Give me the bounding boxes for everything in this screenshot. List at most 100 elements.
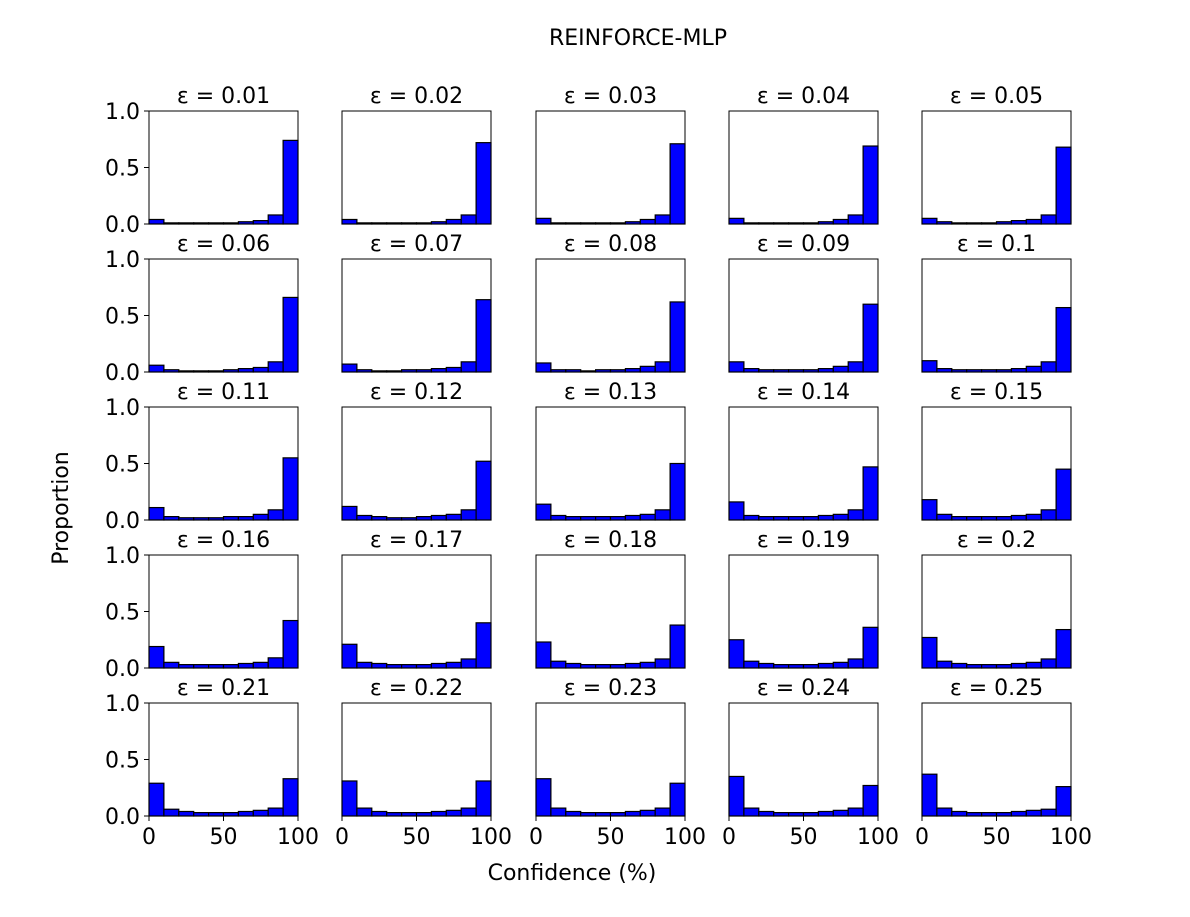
panel: ε = 0.09 [728,232,879,373]
panel-title: ε = 0.03 [564,84,657,109]
histogram-bar [1025,365,1042,373]
histogram-bar [743,514,760,521]
histogram-bar [1055,146,1072,225]
histogram-bar [817,810,834,817]
y-tick-label: 1.0 [105,100,140,125]
histogram-bar [222,516,239,521]
panel: ε = 0.02 [341,84,492,225]
histogram-bar [282,139,299,225]
histogram-bar [862,303,879,373]
histogram-bar [758,662,775,669]
histogram-bar [401,664,418,669]
histogram-bar [862,626,879,669]
histogram-bar [980,516,998,521]
y-tick-label: 0.5 [105,157,140,182]
histogram-bar [1010,810,1027,817]
x-axis-label: Confidence (%) [488,861,657,886]
histogram-bar [787,516,805,521]
x-tick-label: 100 [277,825,319,850]
panel: ε = 0.11 0.0 0.5 1.0 [105,380,299,534]
y-tick-label: 0.0 [105,361,140,386]
histogram-bar [951,662,968,669]
panel-title: ε = 0.22 [370,676,463,701]
histogram-bar [535,217,552,225]
histogram-bar [535,778,552,817]
histogram-bar [222,812,239,817]
histogram-bar [936,513,953,521]
x-tick-label: 0 [722,825,736,850]
panel: ε = 0.15 [921,380,1072,521]
panel-title: ε = 0.23 [564,676,657,701]
histogram-bar [921,217,938,225]
panel-title: ε = 0.14 [757,380,850,405]
panel-title: ε = 0.12 [370,380,463,405]
panel-title: ε = 0.2 [957,528,1036,553]
histogram-bar [341,780,358,817]
histogram-bar [654,214,671,225]
panel: ε = 0.22 0 50 100 [335,676,512,850]
histogram-bar [832,218,849,225]
panel: ε = 0.2 [921,528,1072,669]
x-tick-label: 50 [597,825,625,850]
panel-title: ε = 0.08 [564,232,657,257]
histogram-bar [1055,468,1072,521]
y-tick-label: 0.0 [105,509,140,534]
histogram-bar [460,658,477,669]
histogram-bar [445,366,462,373]
histogram-bar [1010,662,1027,669]
histogram-bar [580,812,597,817]
histogram-bar [430,514,447,521]
histogram-bar [773,664,790,669]
histogram-bar [847,509,864,521]
histogram-bar [980,664,998,669]
y-tick-label: 1.0 [105,248,140,273]
histogram-bar [862,466,879,521]
histogram-bar [208,664,225,669]
histogram-bar [951,810,968,817]
histogram-bar [743,807,760,817]
panel-title: ε = 0.16 [177,528,270,553]
panel-title: ε = 0.15 [950,380,1043,405]
histogram-bar [415,664,432,669]
histogram-bar [475,142,492,225]
histogram-bar [148,506,165,521]
histogram-bar [1055,306,1072,373]
histogram-bar [163,808,180,817]
histogram-bar [639,661,656,669]
histogram-bar [430,810,447,817]
histogram-bar [624,514,641,521]
axes-frame [728,406,879,521]
histogram-bar [386,664,403,669]
histogram-bar [594,516,612,521]
histogram-bar [728,217,745,225]
panel: ε = 0.23 0 50 100 [529,676,706,850]
panel: ε = 0.01 0.0 0.5 1.0 [105,84,299,238]
histogram-bar [475,299,492,373]
histogram-bar [609,516,626,521]
histogram-bar [1025,218,1042,225]
panel: ε = 0.19 [728,528,879,669]
histogram-bar [445,809,462,817]
histogram-bar [415,812,432,817]
histogram-bar [341,218,358,225]
panel-title: ε = 0.11 [177,380,270,405]
x-tick-label: 100 [1050,825,1092,850]
histogram-bar [252,809,269,817]
histogram-bar [966,516,983,521]
panels-grid: ε = 0.01 0.0 0.5 1.0 ε = 0.02 ε = 0.03 ε = 0.0… [105,84,1092,850]
histogram-bar [832,661,849,669]
histogram-bar [460,807,477,817]
y-tick-label: 0.0 [105,805,140,830]
histogram-bar [356,661,373,669]
axes-frame [921,258,1072,373]
histogram-bar [773,516,790,521]
histogram-bar [1025,809,1042,817]
histogram-bar [237,368,254,373]
histogram-bar [252,513,269,521]
histogram-bar [148,645,165,669]
axes-frame [921,406,1072,521]
histogram-bar [1025,661,1042,669]
histogram-bar [921,360,938,373]
histogram-bar [728,361,745,373]
histogram-bar [787,664,805,669]
